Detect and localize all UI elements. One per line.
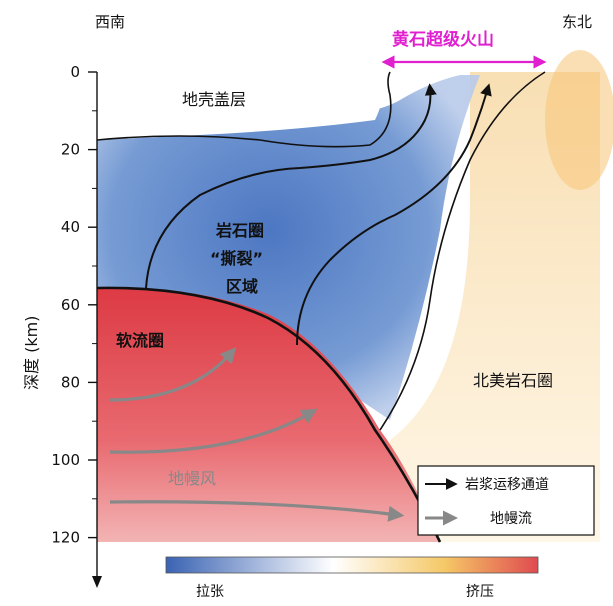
na-lithosphere-boundary (379, 71, 546, 431)
depth-tick-label: 120 (51, 529, 80, 547)
mantle-wind-label: 地幔风 (168, 469, 216, 488)
colorbar-high-label: 挤压 (466, 584, 494, 600)
mantle-flow-arrow-1 (109, 347, 237, 402)
depth-axis-arrowhead (92, 576, 102, 588)
magma-channel-2 (296, 83, 492, 346)
depth-tick-label: 100 (51, 451, 80, 469)
depth-axis-label: 深度 (km) (22, 316, 41, 390)
magma-channel-1 (145, 83, 437, 289)
extension-zone (97, 75, 480, 420)
asthenosphere-label: 软流圈 (116, 331, 164, 350)
tear-zone-label-1: 岩石圈 (215, 221, 264, 240)
mantle-flow-arrow-3 (109, 500, 405, 522)
mantle-flow-arrow-2 (109, 408, 318, 454)
tear-zone-label-2: “撕裂” (210, 249, 263, 268)
na-lithosphere-label: 北美岩石圈 (473, 371, 553, 390)
colorbar-low-label: 拉张 (196, 584, 224, 600)
legend-magma-label: 岩浆运移通道 (465, 477, 549, 493)
depth-tick-label: 40 (61, 218, 80, 236)
lithosphere-base-line (96, 286, 442, 543)
depth-tick-label: 80 (61, 373, 80, 391)
volcano-label: 黄石超级火山 (392, 29, 494, 50)
west-label: 西南 (95, 13, 125, 31)
crust-label: 地壳盖层 (182, 90, 246, 109)
depth-tick-label: 60 (61, 296, 80, 314)
legend-flow-label: 地幔流 (490, 511, 532, 527)
asthenosphere-region (97, 287, 440, 542)
tear-zone-label-3: 区域 (226, 277, 258, 296)
colorbar (165, 556, 539, 574)
east-label: 东北 (562, 13, 592, 31)
crust-layer (97, 72, 385, 140)
crust-boundary-line (96, 71, 392, 148)
compression-zone (380, 72, 600, 542)
compression-patch (545, 50, 613, 190)
depth-tick-label: 0 (70, 63, 80, 81)
depth-tick-group: 0 20 40 60 80 100 120 (51, 63, 97, 547)
depth-tick-label: 20 (61, 141, 80, 159)
